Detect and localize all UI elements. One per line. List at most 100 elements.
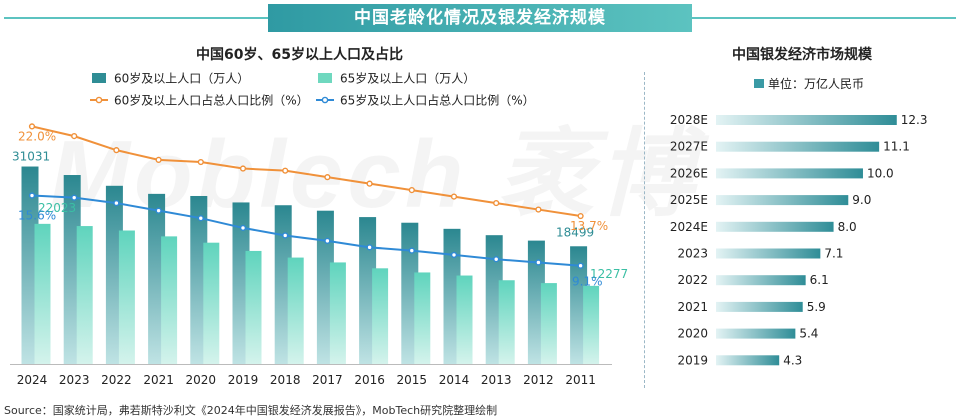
population-chart: 60岁及以上人口（万人） 65岁及以上人口（万人） 60岁及以上人口占总人口比例（%…	[10, 71, 628, 387]
bar-60plus	[359, 217, 377, 364]
bar-60plus	[190, 195, 208, 364]
legend-marker	[95, 96, 103, 104]
bar-65plus	[118, 230, 135, 364]
x-tick-label: 2022	[101, 373, 132, 387]
ratio-65plus-point	[493, 256, 500, 263]
label-first-ratio65: 15.6%	[18, 209, 56, 223]
y-tick-label: 2025E	[670, 193, 708, 207]
hbar-value-label: 12.3	[901, 113, 928, 127]
ratio-65plus-point	[450, 251, 458, 259]
legend: 60岁及以上人口（万人） 65岁及以上人口（万人） 60岁及以上人口占总人口比例（%…	[90, 71, 535, 108]
bar-65plus	[329, 262, 346, 364]
ratio-60plus-point	[239, 165, 247, 172]
x-tick-label: 2019	[228, 373, 259, 387]
unit-legend: 单位：万亿人民币	[754, 76, 864, 91]
label-last-65: 12277	[590, 267, 628, 281]
bar-60plus	[401, 222, 419, 364]
bar-65plus	[34, 223, 51, 364]
hbar-value-label: 4.3	[783, 353, 802, 367]
banner-line-right	[692, 17, 956, 19]
bar-60plus	[316, 210, 334, 364]
ratio-60plus-point	[197, 158, 204, 166]
label-first-ratio60: 22.0%	[18, 129, 56, 143]
label-last-60: 18499	[556, 225, 594, 239]
hbar-value-label: 5.4	[799, 327, 818, 341]
hbar	[716, 221, 834, 232]
bar-65plus	[583, 285, 600, 364]
x-tick-label: 2020	[186, 373, 217, 387]
header-title: 中国老龄化情况及银发经济规模	[268, 4, 692, 32]
bar-series	[21, 166, 600, 364]
hbar	[716, 248, 821, 259]
x-tick-label: 2018	[270, 373, 301, 387]
bar-60plus	[148, 193, 166, 364]
y-tick-label: 2019	[677, 353, 708, 367]
hbar	[716, 328, 796, 339]
ratio-60plus-point	[28, 123, 36, 130]
bar-60plus	[274, 205, 292, 364]
legend-swatch	[318, 73, 332, 83]
ratio-60plus-point	[113, 147, 120, 154]
y-tick-label: 2023	[677, 247, 708, 261]
ratio-60plus-point	[535, 206, 542, 213]
bar-60plus	[527, 240, 545, 364]
hbar	[716, 115, 897, 125]
x-tick-label: 2011	[565, 373, 596, 387]
bar-60plus	[485, 235, 503, 364]
label-first-65: 22023	[38, 201, 76, 215]
y-tick-label: 2021	[677, 300, 708, 314]
hbar-value-label: 11.1	[883, 140, 910, 154]
hbar	[716, 168, 863, 179]
x-tick-label: 2016	[354, 373, 385, 387]
unit-legend-label: 单位：万亿人民币	[768, 76, 864, 91]
x-tick-label: 2013	[481, 373, 512, 387]
ratio-60plus-point	[366, 180, 373, 187]
bar-65plus	[540, 283, 557, 364]
ratio-65plus-point	[535, 259, 542, 266]
legend-item-label: 60岁及以上人口占总人口比例（%）	[114, 93, 309, 108]
ratio-65plus-point	[197, 215, 204, 222]
ratio-65plus-point	[366, 244, 373, 251]
legend-item-label: 65岁及以上人口占总人口比例（%）	[340, 93, 535, 108]
label-first-60: 31031	[12, 150, 50, 164]
hbar	[716, 141, 880, 152]
hbar-value-label: 5.9	[807, 300, 826, 314]
ratio-60plus-point	[577, 212, 584, 220]
x-tick-label: 2017	[312, 373, 343, 387]
ratio-60plus-point	[408, 187, 415, 194]
y-tick-label: 2024E	[670, 220, 708, 234]
legend-item-label: 60岁及以上人口（万人）	[114, 71, 249, 86]
hbar-value-label: 6.1	[810, 273, 829, 287]
label-last-ratio65: 9.1%	[572, 275, 603, 289]
ratio-60plus-line	[31, 125, 581, 218]
y-tick-label: 2020	[677, 327, 708, 341]
bar-60plus	[63, 175, 81, 364]
chart-divider	[644, 72, 645, 388]
bar-65plus	[372, 268, 389, 364]
legend-marker	[321, 96, 329, 104]
left-chart-title: 中国60岁、65岁以上人口及占比	[196, 47, 403, 63]
bar-65plus	[456, 275, 473, 364]
bar-65plus	[203, 242, 220, 364]
bar-60plus	[105, 185, 123, 364]
line-series	[28, 123, 584, 269]
label-last-ratio60: 13.7%	[570, 219, 608, 233]
x-tick-label: 2023	[59, 373, 90, 387]
ratio-65plus-point	[155, 207, 162, 214]
data-labels: 31031 22023 22.0% 15.6% 18499 12277 13.7% 9.1%	[12, 129, 628, 288]
ratio-65plus-point	[113, 199, 120, 207]
x-axis: 2024 2023 2022 2021 2020 2019 2018 2017 2016 2015…	[10, 364, 612, 387]
ratio-65plus-point	[282, 232, 289, 239]
ratio-65plus-point	[408, 247, 415, 254]
bar-65plus	[76, 226, 93, 364]
banner-line-left	[4, 17, 268, 19]
hbar	[716, 301, 803, 312]
right-chart-title: 中国银发经济市场规模	[732, 47, 872, 63]
ratio-65plus-point	[71, 194, 78, 201]
bar-65plus	[498, 280, 515, 364]
bar-65plus	[161, 236, 178, 364]
x-tick-label: 2014	[439, 373, 470, 387]
ratio-65plus-point	[239, 224, 247, 232]
ratio-60plus-point	[493, 199, 500, 207]
silver-economy-chart: 单位：万亿人民币 2028E 12.3 2027E 11.1 2026E 10.0 2025…	[670, 76, 928, 367]
